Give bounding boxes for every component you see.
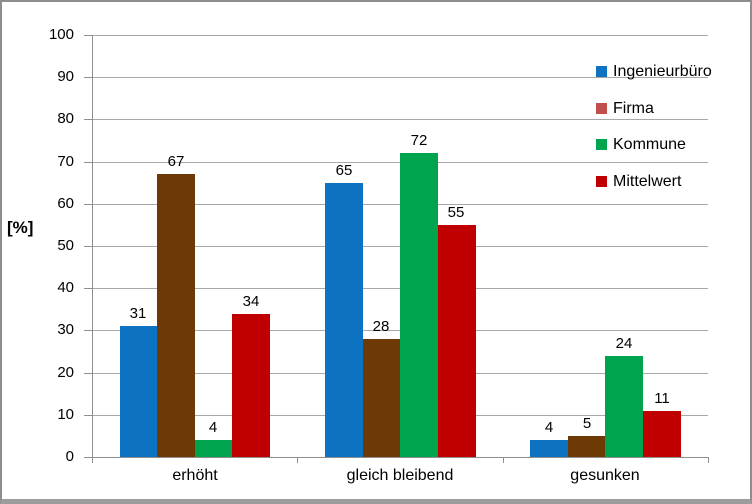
bar-kommune-gleich bleibend — [400, 153, 438, 457]
legend-item-ingenieurbüro: Ingenieurbüro — [596, 63, 746, 81]
legend-swatch-mittelwert — [596, 176, 607, 187]
y-axis-tick-label: 100 — [48, 26, 74, 43]
y-axis-tick-label: 80 — [57, 110, 74, 127]
bar-value-label: 55 — [447, 204, 465, 221]
y-axis-tick-label: 60 — [57, 195, 74, 212]
category-label-1: erhöht — [172, 467, 218, 484]
y-axis-tick — [84, 35, 92, 36]
y-axis-tick — [84, 246, 92, 247]
bar-value-label: 65 — [335, 162, 353, 179]
category-label-2: gleich bleibend — [346, 467, 454, 484]
legend-swatch-ingenieurbüro — [596, 66, 607, 77]
y-axis-tick — [84, 457, 92, 458]
bar-mittelwert-erhöht — [232, 314, 270, 457]
y-axis-line — [92, 35, 93, 457]
y-axis-tick — [84, 162, 92, 163]
x-axis-tick — [297, 457, 298, 463]
y-axis-tick — [84, 373, 92, 374]
bar-value-label: 67 — [167, 153, 185, 170]
y-axis-tick-label: 50 — [57, 237, 74, 254]
legend-label: Ingenieurbüro — [613, 63, 712, 80]
bar-value-label: 28 — [372, 318, 390, 335]
legend-label: Mittelwert — [613, 173, 682, 190]
x-axis-tick — [92, 457, 93, 463]
y-axis-tick-label: 10 — [57, 406, 74, 423]
bar-value-label: 4 — [208, 419, 218, 436]
legend-label: Firma — [613, 100, 654, 117]
bar-value-label: 24 — [615, 335, 633, 352]
y-axis-tick-label: 40 — [57, 279, 74, 296]
y-axis-tick — [84, 204, 92, 205]
y-axis-tick — [84, 119, 92, 120]
y-axis-title: [%] — [7, 218, 34, 237]
y-axis-tick-label: 20 — [57, 364, 74, 381]
legend-item-mittelwert: Mittelwert — [596, 173, 746, 191]
x-axis-tick — [503, 457, 504, 463]
bar-value-label: 11 — [654, 390, 670, 407]
bar-value-label: 31 — [129, 305, 147, 322]
y-axis-tick — [84, 77, 92, 78]
bar-firma-gesunken — [568, 436, 606, 457]
y-axis-tick-label: 30 — [57, 321, 74, 338]
legend-swatch-kommune — [596, 139, 607, 150]
category-label-3: gesunken — [570, 467, 640, 484]
gridline-80 — [92, 119, 708, 120]
bar-mittelwert-gleich bleibend — [438, 225, 476, 457]
bar-kommune-erhöht — [195, 440, 233, 457]
gridline-100 — [92, 35, 708, 36]
bar-value-label: 72 — [410, 132, 428, 149]
y-axis-tick — [84, 330, 92, 331]
bar-ingenieurbüro-gesunken — [530, 440, 568, 457]
bar-mittelwert-gesunken — [643, 411, 681, 457]
y-axis-tick-label: 0 — [65, 448, 74, 465]
legend-label: Kommune — [613, 136, 686, 153]
y-axis-tick — [84, 415, 92, 416]
legend-item-kommune: Kommune — [596, 136, 746, 154]
bar-firma-erhöht — [157, 174, 195, 457]
legend-item-firma: Firma — [596, 100, 746, 118]
bar-value-label: 34 — [242, 293, 260, 310]
bar-ingenieurbüro-gleich bleibend — [325, 183, 363, 457]
gridline-90 — [92, 77, 708, 78]
legend-swatch-firma — [596, 103, 607, 114]
y-axis-tick-label: 70 — [57, 153, 74, 170]
y-axis-tick-label: 90 — [57, 68, 74, 85]
bar-firma-gleich bleibend — [363, 339, 401, 457]
bar-kommune-gesunken — [605, 356, 643, 457]
x-axis-tick — [708, 457, 709, 463]
bar-value-label: 5 — [582, 415, 592, 432]
bar-value-label: 4 — [544, 419, 554, 436]
x-axis-line — [92, 457, 708, 458]
y-axis-tick — [84, 288, 92, 289]
bar-ingenieurbüro-erhöht — [120, 326, 158, 457]
